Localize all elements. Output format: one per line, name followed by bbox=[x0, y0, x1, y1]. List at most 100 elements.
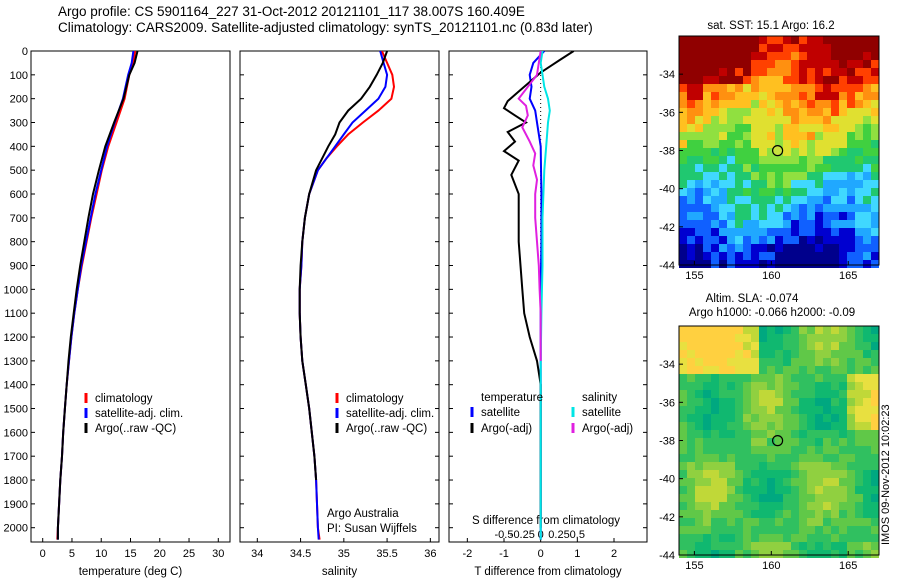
map-cell bbox=[831, 156, 839, 164]
map-cell bbox=[711, 526, 719, 534]
map-cell bbox=[783, 406, 791, 414]
map-cell bbox=[703, 212, 711, 220]
map-cell bbox=[759, 196, 767, 204]
map-cell bbox=[679, 382, 687, 390]
series-line-difference-salinity-satellite bbox=[539, 51, 551, 540]
depth-tick-label: 0 bbox=[22, 46, 28, 58]
map-cell bbox=[767, 406, 775, 414]
map-cell bbox=[743, 462, 751, 470]
map-cell bbox=[863, 84, 871, 92]
map-cell bbox=[807, 220, 815, 228]
map-cell bbox=[791, 494, 799, 502]
map-cell bbox=[711, 374, 719, 382]
map-cell bbox=[775, 188, 783, 196]
map-cell bbox=[791, 374, 799, 382]
map-cell bbox=[823, 188, 831, 196]
map-cell bbox=[815, 422, 823, 430]
map-cell bbox=[823, 148, 831, 156]
map-cell bbox=[695, 430, 703, 438]
map-cell bbox=[695, 100, 703, 108]
map-cell bbox=[799, 494, 807, 502]
map-lat-label: -38 bbox=[659, 146, 675, 158]
map-cell bbox=[839, 140, 847, 148]
map-cell bbox=[703, 334, 711, 342]
map-cell bbox=[751, 446, 759, 454]
map-cell bbox=[735, 414, 743, 422]
map-cell bbox=[847, 430, 855, 438]
map-cell bbox=[695, 116, 703, 124]
map-cell bbox=[759, 140, 767, 148]
series-line-difference-salinity-argo-adj- bbox=[517, 51, 542, 361]
map-cell bbox=[863, 470, 871, 478]
map-cell bbox=[767, 116, 775, 124]
map-cell bbox=[719, 108, 727, 116]
map-cell bbox=[679, 366, 687, 374]
map-cell bbox=[799, 390, 807, 398]
map-cell bbox=[743, 76, 751, 84]
map-cell bbox=[847, 406, 855, 414]
map-cell bbox=[831, 486, 839, 494]
map-cell bbox=[863, 502, 871, 510]
x-tick-label-temperature: 5 bbox=[69, 548, 75, 560]
map-cell bbox=[679, 374, 687, 382]
map-cell bbox=[711, 164, 719, 172]
map-cell bbox=[711, 494, 719, 502]
map-cell bbox=[679, 252, 687, 260]
map-cell bbox=[863, 478, 871, 486]
map-cell bbox=[767, 342, 775, 350]
map-cell bbox=[775, 132, 783, 140]
map-cell bbox=[791, 260, 799, 268]
map-cell bbox=[855, 44, 863, 52]
map-cell bbox=[759, 406, 767, 414]
map-cell bbox=[751, 470, 759, 478]
map-cell bbox=[855, 550, 863, 558]
map-cell bbox=[839, 342, 847, 350]
map-cell bbox=[711, 446, 719, 454]
map-cell bbox=[871, 390, 879, 398]
map-cell bbox=[719, 510, 727, 518]
map-cell bbox=[727, 196, 735, 204]
map-cell bbox=[855, 534, 863, 542]
map-cell bbox=[839, 510, 847, 518]
map-cell bbox=[791, 36, 799, 44]
map-cell bbox=[767, 374, 775, 382]
map-cell bbox=[815, 148, 823, 156]
map-cell bbox=[783, 534, 791, 542]
map-cell bbox=[775, 196, 783, 204]
map-cell bbox=[823, 52, 831, 60]
map-cell bbox=[839, 196, 847, 204]
map-cell bbox=[727, 52, 735, 60]
map-cell bbox=[783, 204, 791, 212]
map-cell bbox=[775, 36, 783, 44]
map-cell bbox=[807, 76, 815, 84]
map-cell bbox=[855, 382, 863, 390]
map-cell bbox=[791, 196, 799, 204]
map-cell bbox=[759, 252, 767, 260]
map-cell bbox=[711, 398, 719, 406]
map-cell bbox=[727, 390, 735, 398]
map-cell bbox=[735, 502, 743, 510]
map-cell bbox=[839, 220, 847, 228]
map-cell bbox=[687, 430, 695, 438]
map-cell bbox=[759, 398, 767, 406]
map-cell bbox=[831, 220, 839, 228]
map-cell bbox=[679, 358, 687, 366]
depth-tick-label: 300 bbox=[10, 118, 28, 130]
map-cell bbox=[759, 326, 767, 334]
map-cell bbox=[727, 374, 735, 382]
map-cell bbox=[847, 196, 855, 204]
map-cell bbox=[735, 108, 743, 116]
map-cell bbox=[679, 342, 687, 350]
map-cell bbox=[695, 76, 703, 84]
map-cell bbox=[775, 334, 783, 342]
map-cell bbox=[703, 44, 711, 52]
map-cell bbox=[855, 454, 863, 462]
map-cell bbox=[815, 334, 823, 342]
map-cell bbox=[855, 446, 863, 454]
map-cell bbox=[847, 326, 855, 334]
map-cell bbox=[815, 228, 823, 236]
map-cell bbox=[799, 236, 807, 244]
x-tick-label-difference: 1 bbox=[574, 548, 580, 560]
map-cell bbox=[695, 526, 703, 534]
map-cell bbox=[863, 204, 871, 212]
